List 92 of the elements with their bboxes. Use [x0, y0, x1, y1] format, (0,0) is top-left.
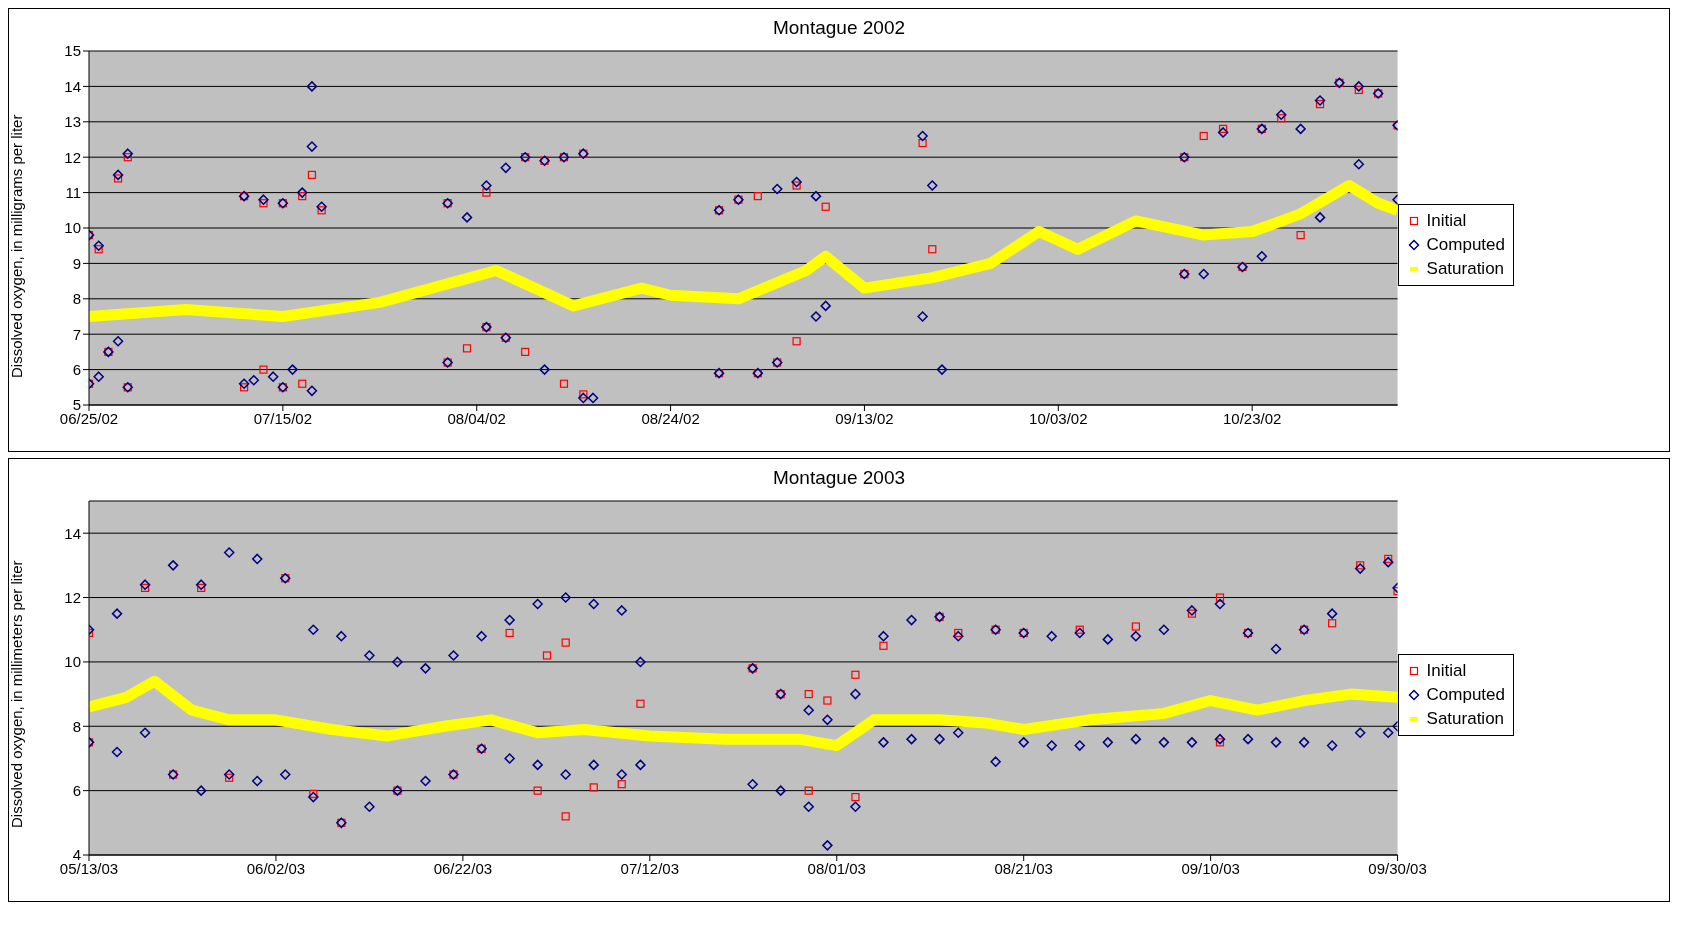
- point: [259, 199, 268, 208]
- y-tick-label: 14: [64, 524, 81, 542]
- point: [1131, 622, 1140, 631]
- point: [521, 347, 530, 356]
- point: [542, 651, 552, 660]
- y-tick-label: 8: [72, 717, 81, 735]
- y-tick-label: 15: [64, 42, 81, 60]
- legend-label: Saturation: [1426, 259, 1505, 279]
- point: [1296, 230, 1305, 240]
- point: [298, 192, 307, 201]
- point: [317, 206, 326, 215]
- point: [307, 170, 317, 179]
- point: [579, 390, 588, 399]
- legend-label: Saturation: [1426, 709, 1505, 729]
- point: [954, 628, 963, 638]
- point: [792, 181, 801, 190]
- point: [636, 699, 645, 708]
- y-axis-title: Dissolved oxygen, in millimeters per liter: [8, 560, 26, 828]
- point: [482, 188, 491, 197]
- point: [879, 641, 888, 650]
- y-tick-label: 11: [65, 183, 81, 201]
- point: [1277, 114, 1286, 123]
- x-tick-label: 09/30/03: [1368, 859, 1427, 877]
- point: [298, 379, 307, 388]
- point: [851, 670, 860, 679]
- x-tick-label: 08/04/02: [447, 409, 506, 427]
- point: [1354, 85, 1363, 95]
- y-tick-label: 6: [72, 360, 81, 378]
- y-tick-label: 14: [64, 77, 81, 95]
- point: [1075, 625, 1084, 634]
- y-tick-label: 7: [72, 325, 81, 343]
- point: [1356, 561, 1365, 570]
- point: [1384, 554, 1393, 564]
- point: [505, 628, 514, 638]
- point: [533, 786, 542, 795]
- chart-title: Montague 2002: [771, 16, 907, 39]
- point: [823, 696, 832, 705]
- point: [259, 365, 268, 374]
- y-tick-label: 10: [64, 219, 81, 237]
- y-tick-label: 9: [72, 254, 81, 272]
- point: [851, 792, 860, 802]
- point: [1215, 593, 1225, 602]
- point: [804, 689, 813, 699]
- point: [792, 337, 801, 346]
- y-tick-label: 6: [72, 781, 81, 799]
- x-tick-label: 10/23/02: [1222, 409, 1282, 427]
- point: [617, 780, 626, 789]
- point: [140, 583, 150, 592]
- point: [559, 379, 569, 388]
- point: [1315, 100, 1325, 109]
- point: [589, 783, 598, 792]
- x-tick-label: 06/22/03: [433, 859, 493, 877]
- point: [1328, 619, 1337, 628]
- point: [94, 245, 103, 254]
- point: [462, 344, 472, 353]
- legend-label: Computed: [1426, 235, 1505, 255]
- point: [561, 638, 570, 647]
- point: [753, 192, 762, 201]
- y-tick-label: 12: [64, 588, 81, 606]
- y-tick-label: 10: [64, 653, 81, 671]
- point: [1187, 609, 1197, 618]
- legend-label: Computed: [1426, 685, 1505, 705]
- point: [928, 245, 937, 254]
- y-tick-label: 13: [64, 113, 81, 131]
- y-axis-title: Dissolved oxygen, in milligrams per liter: [8, 114, 26, 378]
- point: [123, 153, 132, 162]
- point: [225, 773, 234, 782]
- point: [239, 383, 249, 392]
- point: [804, 786, 813, 795]
- x-tick-label: 08/24/02: [641, 409, 700, 427]
- x-tick-label: 06/02/03: [246, 859, 306, 877]
- x-tick-label: 08/21/03: [994, 859, 1053, 877]
- point: [918, 138, 927, 148]
- x-tick-label: 09/10/03: [1181, 859, 1240, 877]
- x-tick-label: 07/12/03: [620, 859, 680, 877]
- legend-label: Initial: [1426, 211, 1467, 231]
- x-tick-label: 07/15/02: [253, 409, 313, 427]
- y-tick-label: 12: [64, 148, 81, 166]
- point: [1218, 124, 1228, 133]
- point: [1199, 131, 1208, 141]
- x-tick-label: 08/01/03: [807, 859, 866, 877]
- legend-label: Initial: [1426, 661, 1467, 681]
- point: [561, 812, 570, 821]
- point: [197, 583, 206, 592]
- point: [1215, 738, 1225, 747]
- x-tick-label: 09/13/02: [835, 409, 894, 427]
- point: [821, 202, 830, 211]
- x-tick-label: 10/03/02: [1029, 409, 1088, 427]
- chart-title: Montague 2003: [771, 466, 907, 489]
- y-tick-label: 8: [72, 290, 81, 308]
- point: [309, 789, 318, 798]
- point: [113, 174, 123, 183]
